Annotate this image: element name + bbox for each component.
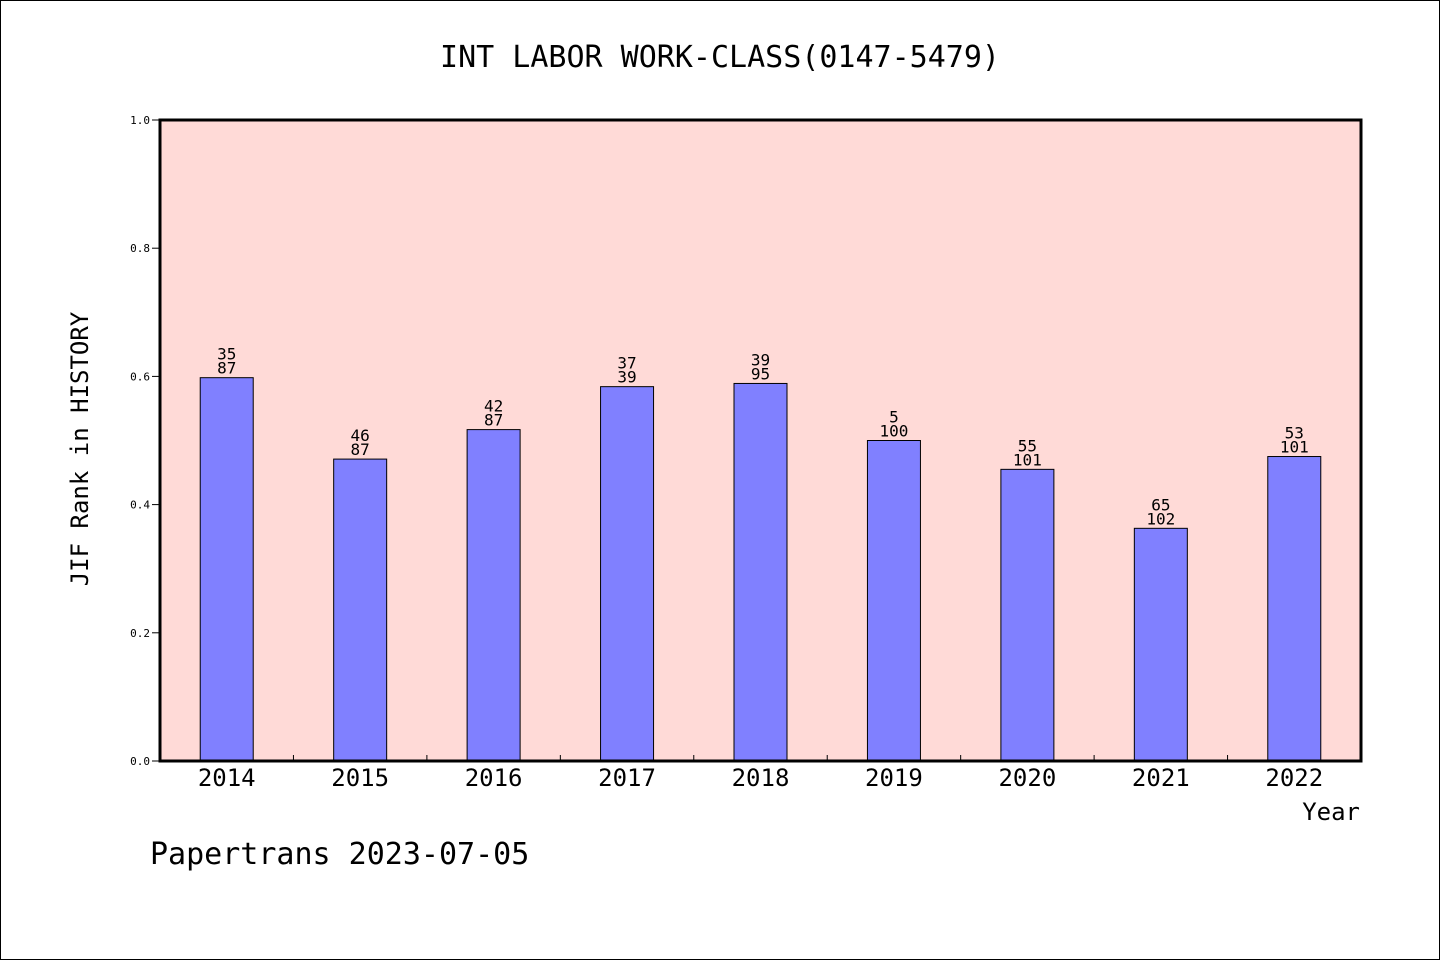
bars xyxy=(199,377,1322,762)
x-tick-label: 2020 xyxy=(998,764,1056,792)
bar-label-total: 87 xyxy=(351,440,370,459)
y-tick-label: 1.0 xyxy=(130,114,150,127)
bar-label-total: 95 xyxy=(751,364,770,383)
bar-label-rank: 46 xyxy=(351,426,370,445)
bar-label-total: 87 xyxy=(484,411,503,430)
bar-label-rank: 5 xyxy=(889,408,899,427)
x-axis-ticks: 2014 2015 2016 2017 2018 2019 2020 2021 2022 xyxy=(198,755,1323,792)
x-tick-label: 2016 xyxy=(465,764,523,792)
x-tick-label: 2014 xyxy=(198,764,256,792)
footer-credit: Papertrans 2023-07-05 xyxy=(150,837,529,872)
y-tick-label: 0.6 xyxy=(130,370,150,383)
plot-border xyxy=(158,118,1363,763)
x-tick-label: 2017 xyxy=(598,764,656,792)
bar-2019 xyxy=(866,440,921,762)
x-tick-label: 2015 xyxy=(331,764,389,792)
x-tick-label: 2019 xyxy=(865,764,923,792)
x-tick-label: 2018 xyxy=(732,764,790,792)
bar-label-rank: 65 xyxy=(1151,495,1170,514)
bar-label-total: 87 xyxy=(217,359,236,378)
y-tick-label: 0.8 xyxy=(130,242,150,255)
y-tick-label: 0.0 xyxy=(130,755,150,768)
bar-label-rank: 42 xyxy=(484,397,503,416)
y-tick-label: 0.4 xyxy=(130,499,150,512)
bar-2014 xyxy=(199,377,254,762)
bar-2018 xyxy=(733,382,788,762)
bar-label-total: 100 xyxy=(879,422,908,441)
bar-2020 xyxy=(1000,468,1055,762)
y-tick-label: 0.2 xyxy=(130,627,150,640)
bar-label-total: 101 xyxy=(1280,438,1309,457)
bar-2015 xyxy=(333,458,388,762)
x-axis-label: Year xyxy=(1302,798,1360,826)
bar-label-rank: 39 xyxy=(751,350,770,369)
bar-label-rank: 35 xyxy=(217,345,236,364)
bar-2017 xyxy=(600,386,655,762)
bar-label-rank: 55 xyxy=(1018,436,1037,455)
bar-label-rank: 37 xyxy=(617,354,636,373)
y-axis-label: JIF Rank in HISTORY xyxy=(66,311,94,586)
bar-2016 xyxy=(466,429,521,762)
bar-label-total: 101 xyxy=(1013,450,1042,469)
x-tick-label: 2022 xyxy=(1265,764,1323,792)
bar-2022 xyxy=(1267,456,1322,762)
bar-label-total: 39 xyxy=(617,368,636,387)
bar-label-rank: 53 xyxy=(1285,424,1304,443)
y-axis-ticks: 0.0 0.2 0.4 0.6 0.8 1.0 xyxy=(130,114,160,768)
x-tick-label: 2021 xyxy=(1132,764,1190,792)
chart-title: INT LABOR WORK-CLASS(0147-5479) xyxy=(440,40,1000,75)
bar-2021 xyxy=(1133,527,1188,762)
bar-label-total: 102 xyxy=(1146,509,1175,528)
